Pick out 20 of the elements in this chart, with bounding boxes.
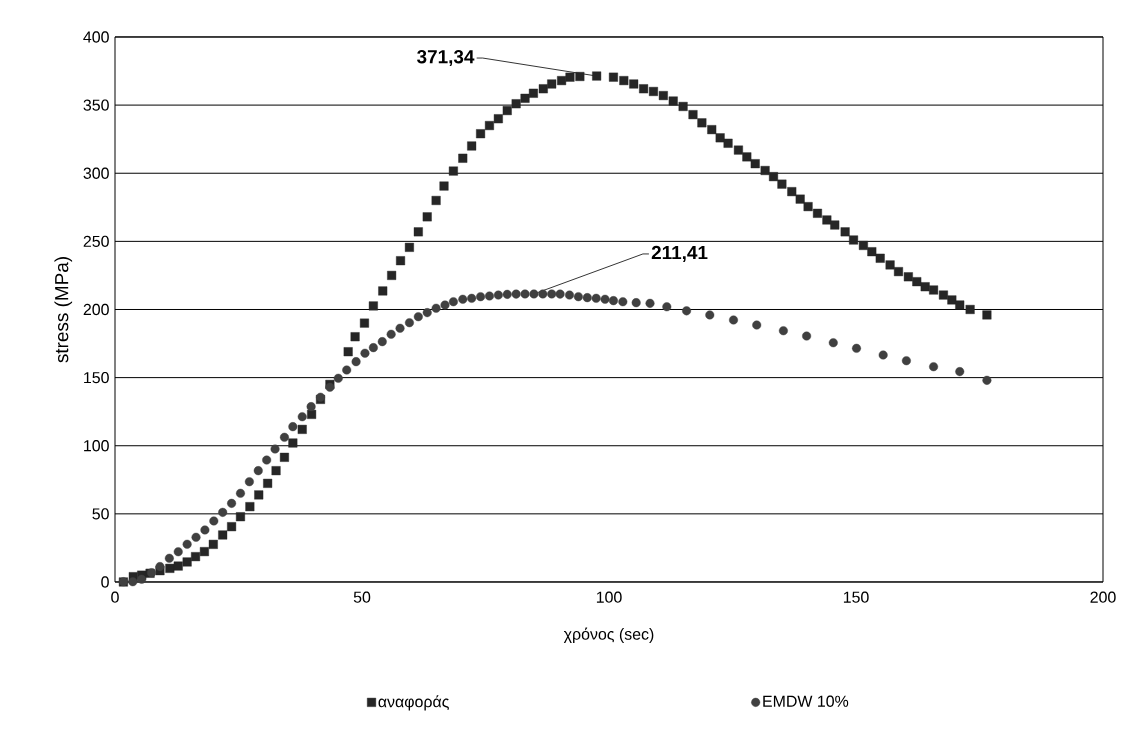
x-tick-label: 100 xyxy=(596,591,622,603)
y-tick-label: 0 xyxy=(101,576,109,588)
y-tick-label: 400 xyxy=(83,31,109,43)
legend-label: αναφοράς xyxy=(378,695,449,711)
x-tick-label: 200 xyxy=(1090,591,1116,603)
y-tick-label: 150 xyxy=(84,371,109,384)
y-tick-label: 200 xyxy=(83,303,109,316)
y-tick-label: 50 xyxy=(92,508,109,520)
annotation: 371,34 xyxy=(417,49,475,67)
y-tick-label: 250 xyxy=(83,235,109,247)
y-tick-label: 350 xyxy=(83,99,109,111)
x-tick-label: 50 xyxy=(353,591,371,603)
y-axis-title: stress (MPa) xyxy=(54,257,73,363)
x-tick-label: 0 xyxy=(111,591,119,603)
y-tick-label: 100 xyxy=(84,440,109,452)
annotation: 211,41 xyxy=(651,245,708,262)
legend-label: EMDW 10% xyxy=(763,695,849,707)
x-tick-label: 150 xyxy=(843,591,869,603)
x-axis-title: χρόνος (sec) xyxy=(563,627,654,643)
y-tick-label: 300 xyxy=(83,167,109,179)
